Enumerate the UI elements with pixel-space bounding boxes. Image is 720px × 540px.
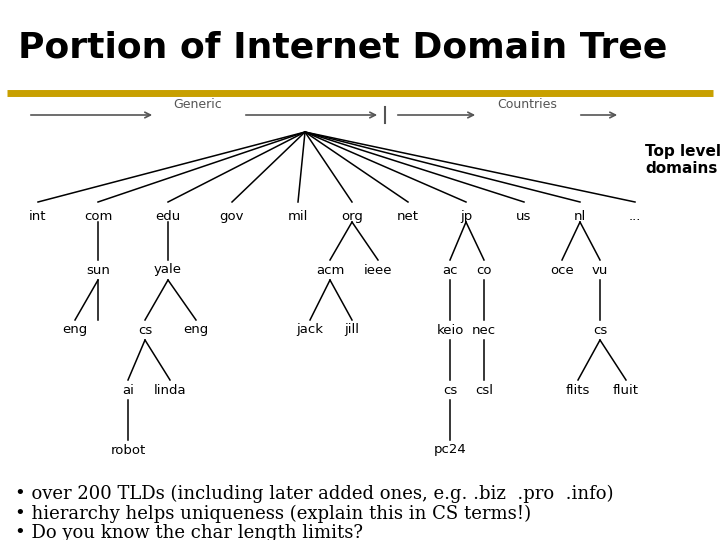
Text: net: net xyxy=(397,210,419,223)
Text: fluit: fluit xyxy=(613,383,639,396)
Text: linda: linda xyxy=(153,383,186,396)
Text: eng: eng xyxy=(184,323,209,336)
Text: vu: vu xyxy=(592,264,608,276)
Text: keio: keio xyxy=(436,323,464,336)
Text: cs: cs xyxy=(138,323,152,336)
Text: • over 200 TLDs (including later added ones, e.g. .biz  .pro  .info): • over 200 TLDs (including later added o… xyxy=(15,485,613,503)
Text: mil: mil xyxy=(288,210,308,223)
Text: • Do you know the char length limits?: • Do you know the char length limits? xyxy=(15,524,363,540)
Text: oce: oce xyxy=(550,264,574,276)
Text: cs: cs xyxy=(443,383,457,396)
Text: nec: nec xyxy=(472,323,496,336)
Text: Top level
domains: Top level domains xyxy=(645,144,720,176)
Text: csl: csl xyxy=(475,383,493,396)
Text: Generic: Generic xyxy=(174,98,222,111)
Text: ac: ac xyxy=(442,264,458,276)
Text: jp: jp xyxy=(460,210,472,223)
Text: int: int xyxy=(30,210,47,223)
Text: yale: yale xyxy=(154,264,182,276)
Text: eng: eng xyxy=(63,323,88,336)
Text: jack: jack xyxy=(297,323,323,336)
Text: org: org xyxy=(341,210,363,223)
Text: ai: ai xyxy=(122,383,134,396)
Text: com: com xyxy=(84,210,112,223)
Text: pc24: pc24 xyxy=(433,443,467,456)
Text: us: us xyxy=(516,210,531,223)
Text: ...: ... xyxy=(629,210,642,223)
Text: cs: cs xyxy=(593,323,607,336)
Text: Countries: Countries xyxy=(497,98,557,111)
Text: robot: robot xyxy=(110,443,145,456)
Text: edu: edu xyxy=(156,210,181,223)
Text: sun: sun xyxy=(86,264,110,276)
Text: Portion of Internet Domain Tree: Portion of Internet Domain Tree xyxy=(18,30,667,64)
Text: ieee: ieee xyxy=(364,264,392,276)
Text: gov: gov xyxy=(220,210,244,223)
Text: co: co xyxy=(476,264,492,276)
Text: flits: flits xyxy=(566,383,590,396)
Text: • hierarchy helps uniqueness (explain this in CS terms!): • hierarchy helps uniqueness (explain th… xyxy=(15,505,531,523)
Text: acm: acm xyxy=(316,264,344,276)
Text: nl: nl xyxy=(574,210,586,223)
Text: jill: jill xyxy=(344,323,359,336)
